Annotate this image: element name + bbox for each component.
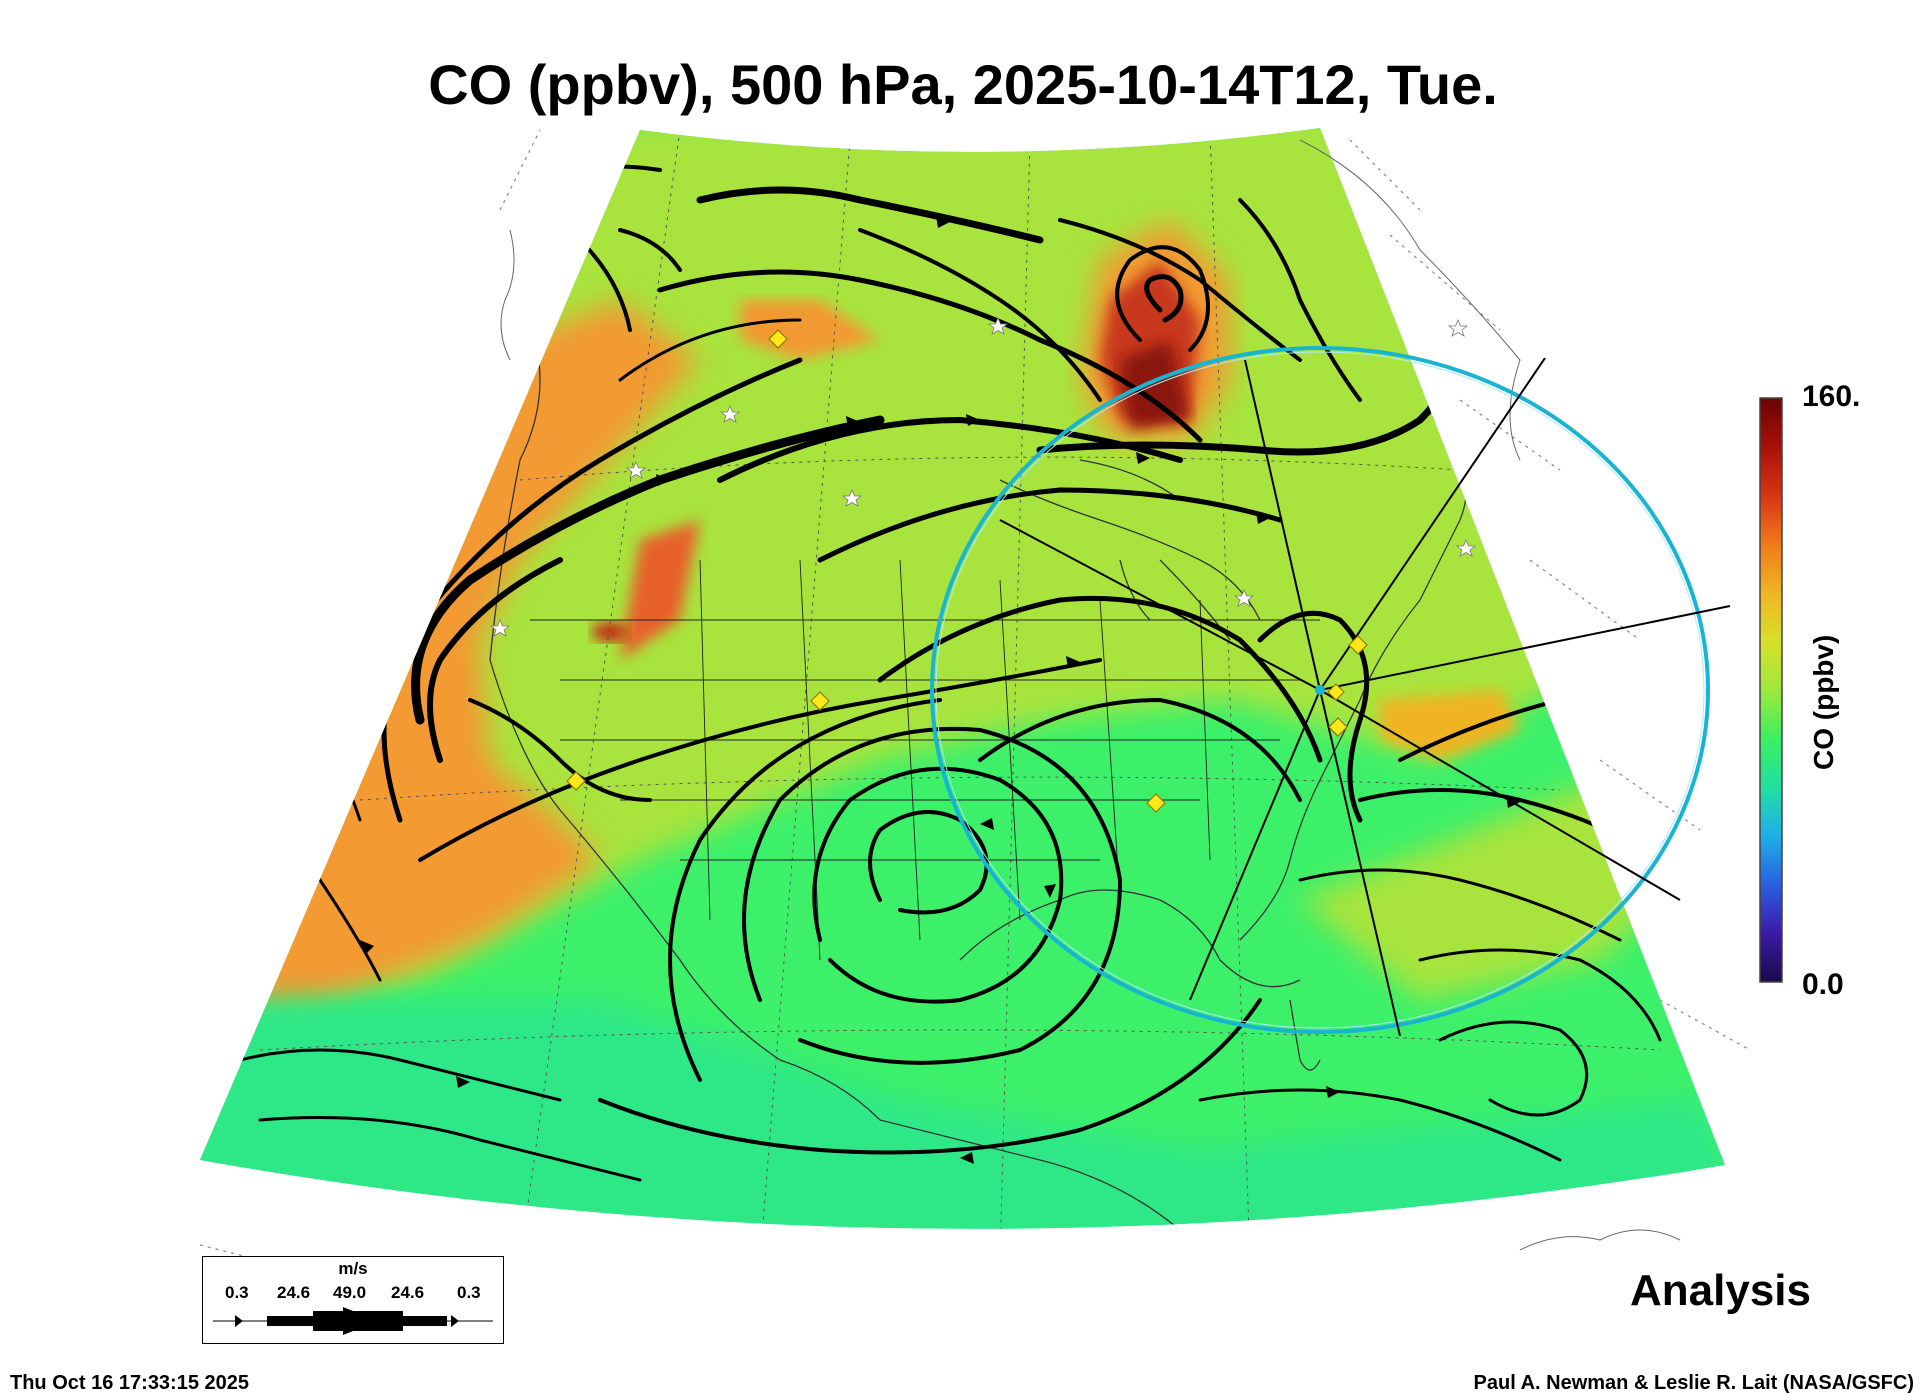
wind-legend: m/s 0.3 24.6 49.0 24.6 0.3 <box>202 1256 504 1344</box>
graticule-inner <box>259 129 1661 1229</box>
station-diamonds <box>566 329 1368 813</box>
range-center-marker <box>1315 685 1325 695</box>
co-field <box>200 128 1725 1229</box>
wind-legend-units: m/s <box>338 1259 368 1278</box>
wind-legend-arrow <box>213 1307 493 1335</box>
analysis-label: Analysis <box>1630 1266 1811 1315</box>
colorbar-max-label: 160. <box>1802 380 1861 413</box>
colorbar-min-label: 0.0 <box>1802 968 1844 1001</box>
map-title: CO (ppbv), 500 hPa, 2025-10-14T12, Tue. <box>428 53 1498 116</box>
graticule-outer <box>199 129 1751 1261</box>
political-borders <box>530 559 1320 961</box>
streamline-arrows <box>360 216 1560 1164</box>
range-radials <box>999 357 1731 1037</box>
colorbar <box>1759 397 1783 983</box>
colorbar-title: CO (ppbv) <box>1808 634 1839 770</box>
station-stars <box>489 316 1477 637</box>
wind-legend-tick: 0.3 <box>225 1283 249 1302</box>
range-ring <box>930 346 1710 1034</box>
wind-legend-tick: 24.6 <box>391 1283 425 1302</box>
timestamp: Thu Oct 16 17:33:15 2025 <box>10 1372 250 1394</box>
wind-legend-tick: 49.0 <box>333 1283 367 1302</box>
wind-legend-tick: 0.3 <box>457 1283 481 1302</box>
wind-legend-tick: 24.6 <box>277 1283 311 1302</box>
credit: Paul A. Newman & Leslie R. Lait (NASA/GS… <box>1473 1372 1914 1394</box>
